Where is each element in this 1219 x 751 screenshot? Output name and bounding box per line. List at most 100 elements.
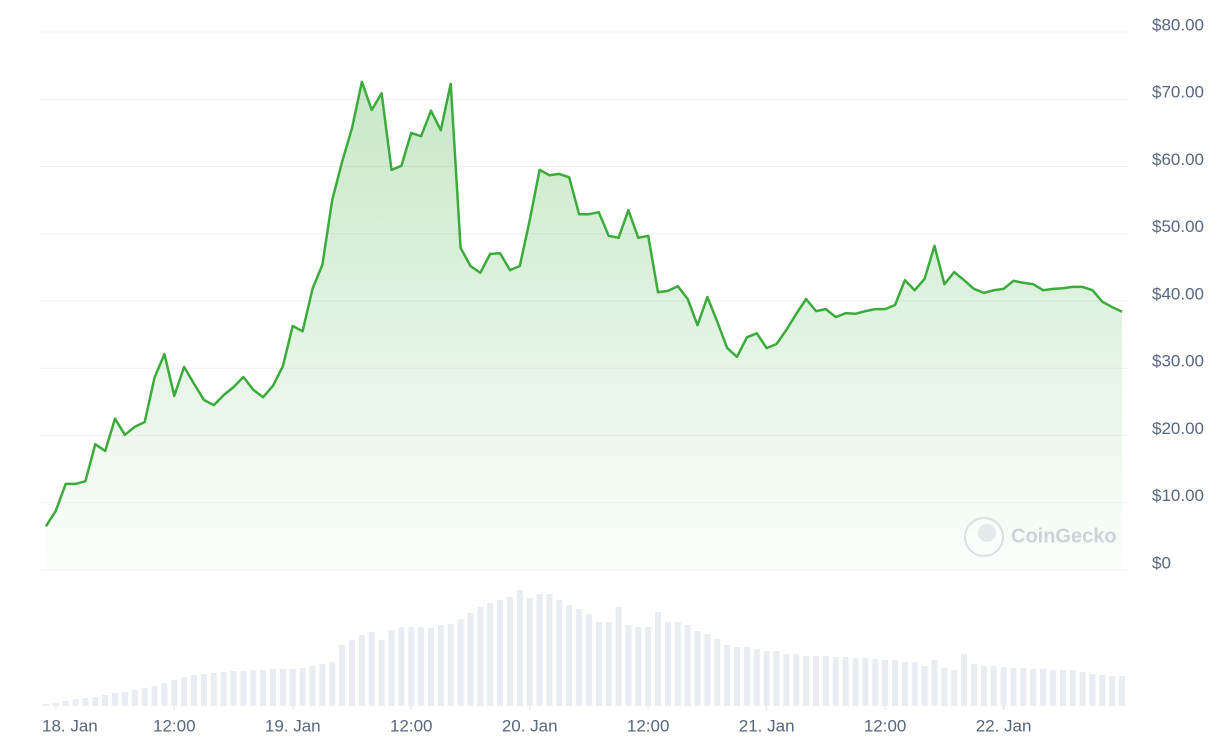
x-tick-label: 19. Jan [265, 716, 321, 735]
volume-bar [82, 698, 89, 706]
volume-bar [664, 622, 671, 706]
volume-bar [734, 647, 741, 706]
volume-bar [1020, 668, 1027, 706]
y-tick-label: $10.00 [1152, 486, 1204, 505]
volume-bar [408, 627, 415, 706]
volume-bar [200, 674, 207, 706]
price-line [44, 80, 1123, 527]
volume-bar [882, 660, 889, 706]
volume-bar [793, 654, 800, 706]
y-tick-label: $70.00 [1152, 83, 1204, 102]
volume-bar [161, 683, 168, 706]
volume-bar [250, 670, 257, 706]
volume-bar [230, 671, 237, 706]
volume-bar [319, 664, 326, 706]
volume-bar [329, 662, 336, 706]
volume-bar [1049, 670, 1056, 706]
volume-bar [378, 640, 385, 706]
volume-bar [911, 662, 918, 706]
volume-bar [210, 673, 217, 706]
volume-bar [270, 669, 277, 706]
watermark-logo [964, 517, 1004, 557]
volume-bar [102, 695, 109, 706]
volume-bar [595, 622, 602, 706]
volume-bar [645, 627, 652, 706]
volume-bar [151, 686, 158, 706]
volume-bar [605, 622, 612, 706]
volume-bar [62, 701, 69, 706]
volume-bar [141, 688, 148, 706]
volume-bar [655, 612, 662, 706]
volume-bar [1000, 667, 1007, 706]
volume-bar [615, 607, 622, 706]
volume-bar [121, 692, 128, 706]
volume-bar [191, 675, 198, 706]
x-tick-label: 21. Jan [739, 716, 795, 735]
volume-bar [427, 628, 434, 706]
y-tick-label: $60.00 [1152, 150, 1204, 169]
volume-bar [951, 670, 958, 706]
volume-bar [358, 635, 365, 706]
volume-bar [990, 666, 997, 706]
volume-bar [773, 651, 780, 706]
volume-bar [52, 703, 59, 706]
volume-bar [684, 625, 691, 706]
volume-bar [92, 697, 99, 706]
volume-bar [674, 622, 681, 706]
volume-bar [901, 662, 908, 706]
x-tick-label: 12:00 [390, 716, 433, 735]
volume-bar [625, 625, 632, 706]
volume-bar [299, 668, 306, 706]
y-tick-label: $30.00 [1152, 352, 1204, 371]
y-tick-label: $20.00 [1152, 419, 1204, 438]
volume-bar [585, 614, 592, 706]
volume-bar [240, 671, 247, 706]
volume-bar [42, 704, 49, 706]
volume-bar [1089, 674, 1096, 706]
volume-bar [1099, 675, 1106, 706]
volume-bar [181, 677, 188, 706]
volume-bar [921, 666, 928, 706]
volume-bar [526, 598, 533, 706]
volume-bar [970, 664, 977, 706]
volume-bar [131, 690, 138, 706]
volume-bar [220, 672, 227, 706]
volume-bar [872, 659, 879, 706]
x-tick-label: 12:00 [864, 716, 907, 735]
volume-bar [1059, 670, 1066, 706]
watermark-logo-inner [978, 524, 996, 542]
volume-bar [724, 645, 731, 706]
x-tick-label: 20. Jan [502, 716, 558, 735]
volume-bar [1040, 669, 1047, 706]
volume-bar [447, 624, 454, 706]
volume-bar [536, 594, 543, 706]
volume-bar [339, 645, 346, 706]
x-tick-label: 22. Jan [976, 716, 1032, 735]
x-tick-label: 18. Jan [42, 716, 98, 735]
y-tick-label: $0 [1152, 553, 1171, 572]
x-tick-label: 12:00 [627, 716, 670, 735]
volume-bar [743, 647, 750, 706]
volume-bar [388, 630, 395, 706]
volume-bar [822, 656, 829, 706]
volume-bar [803, 656, 810, 706]
volume-bar [398, 627, 405, 706]
volume-bar [260, 670, 267, 706]
volume-bar [418, 627, 425, 706]
volume-bar [1010, 668, 1017, 706]
price-area [45, 81, 1123, 571]
volume-bar [862, 658, 869, 706]
volume-bar [980, 666, 987, 706]
volume-bar [368, 632, 375, 706]
volume-bar [813, 656, 820, 706]
volume-bar [832, 657, 839, 706]
volume-bar [842, 657, 849, 706]
volume-bar [477, 607, 484, 706]
volume-bar [783, 654, 790, 706]
volume-bar [1079, 672, 1086, 706]
volume-bar [1069, 670, 1076, 706]
volume-bar [704, 634, 711, 706]
volume-bar [309, 666, 316, 706]
